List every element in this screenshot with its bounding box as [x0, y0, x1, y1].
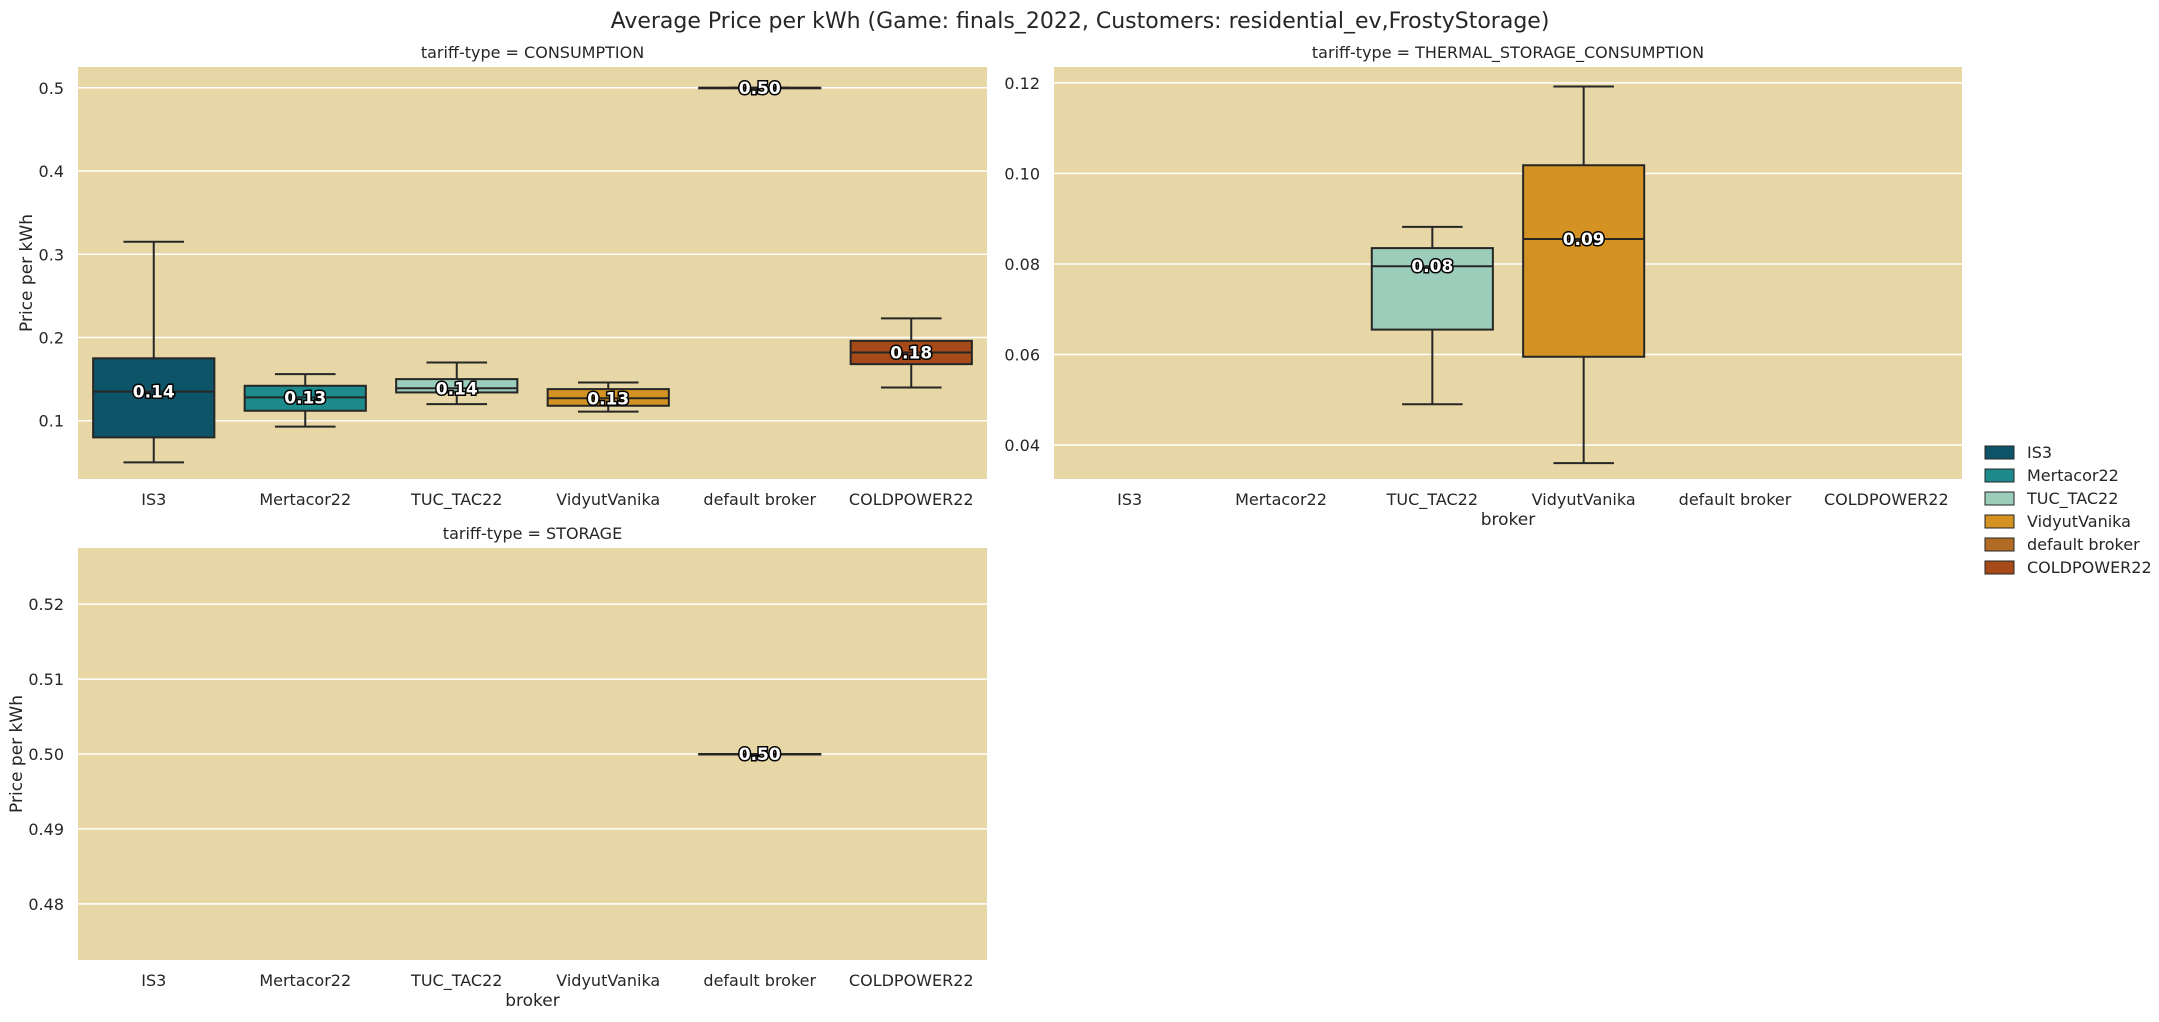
y-tick-label: 0.06 — [1004, 345, 1040, 364]
x-tick-label: default broker — [1679, 490, 1792, 509]
y-axis-label: Price per kWh — [17, 214, 37, 332]
x-tick-label: COLDPOWER22 — [1824, 490, 1949, 509]
legend-label: TUC_TAC22 — [2026, 489, 2118, 509]
median-label: 0.13 — [284, 388, 326, 408]
panel-title: tariff-type = STORAGE — [443, 524, 622, 543]
x-tick-label: Mertacor22 — [1235, 490, 1327, 509]
legend-item-is3: IS3 — [1984, 443, 2052, 462]
x-tick-label: TUC_TAC22 — [1386, 490, 1478, 510]
y-tick-label: 0.3 — [39, 245, 64, 264]
median-label: 0.13 — [587, 389, 629, 409]
legend-label: Mertacor22 — [2027, 466, 2119, 485]
median-label: 0.14 — [436, 379, 478, 399]
box-vidyutvanika: 0.13 — [546, 381, 670, 413]
figure-title: Average Price per kWh (Game: finals_2022… — [611, 9, 1550, 34]
x-tick-label: TUC_TAC22 — [410, 971, 502, 991]
legend-item-vidyutvanika: VidyutVanika — [1984, 512, 2131, 531]
y-tick-label: 0.1 — [39, 412, 64, 431]
x-tick-label: COLDPOWER22 — [849, 971, 974, 990]
panel-storage: 0.48 0.49 0.50 0.51 0.52 IS3 Mertacor22 TUC_TAC… — [7, 524, 987, 1011]
y-tick-label: 0.5 — [39, 79, 64, 98]
y-tick-label: 0.08 — [1004, 255, 1040, 274]
y-axis-label: Price per kWh — [7, 695, 27, 813]
panel-thermal-storage-consumption: 0.04 0.06 0.08 0.10 0.12 IS3 Mertacor22 TUC_TAC… — [1004, 43, 1962, 530]
y-tick-label: 0.51 — [28, 670, 64, 689]
box-is3: 0.14 — [92, 240, 216, 464]
x-tick-label: Mertacor22 — [259, 490, 351, 509]
y-tick-label: 0.04 — [1004, 436, 1040, 455]
box-coldpower22: 0.18 — [849, 317, 973, 389]
panel-consumption: 0.1 0.2 0.3 0.4 0.5 IS3 Mertacor22 TUC_TAC22 Vid… — [17, 43, 987, 510]
x-tick-label: default broker — [703, 490, 816, 509]
x-tick-label: Mertacor22 — [259, 971, 351, 990]
y-tick-label: 0.48 — [28, 895, 64, 914]
plot-area — [1054, 67, 1962, 479]
x-axis-label: broker — [1481, 510, 1536, 530]
x-tick-label: VidyutVanika — [556, 490, 660, 509]
median-label: 0.14 — [133, 383, 175, 403]
box-tuc-tac22: 0.14 — [395, 361, 519, 406]
y-tick-label: 0.10 — [1004, 164, 1040, 183]
legend: IS3 Mertacor22 TUC_TAC22 VidyutVanika defaul… — [1984, 443, 2152, 577]
box-tuc-tac22: 0.08 — [1370, 225, 1494, 406]
median-label: 0.50 — [739, 745, 781, 765]
median-label: 0.08 — [1411, 257, 1453, 277]
x-tick-label: VidyutVanika — [1532, 490, 1636, 509]
iqr-box — [1370, 247, 1494, 331]
iqr-box — [1522, 164, 1646, 358]
legend-item-default-broker: default broker — [1984, 535, 2140, 554]
legend-item-mertacor22: Mertacor22 — [1984, 466, 2119, 485]
legend-label: COLDPOWER22 — [2027, 558, 2152, 577]
x-tick-label: VidyutVanika — [556, 971, 660, 990]
y-tick-label: 0.49 — [28, 820, 64, 839]
legend-swatch — [1984, 514, 2015, 529]
legend-label: IS3 — [2027, 443, 2052, 462]
y-tick-label: 0.52 — [28, 595, 64, 614]
box-default-broker: 0.50 — [698, 744, 822, 767]
x-tick-label: IS3 — [141, 971, 166, 990]
median-label: 0.09 — [1563, 230, 1605, 250]
y-tick-label: 0.4 — [39, 162, 64, 181]
y-tick-label: 0.2 — [39, 329, 64, 348]
median-label: 0.50 — [739, 79, 781, 99]
box-default-broker: 0.50 — [698, 77, 822, 100]
y-tick-label: 0.12 — [1004, 74, 1040, 93]
legend-swatch — [1984, 468, 2015, 483]
x-tick-label: IS3 — [1117, 490, 1142, 509]
legend-swatch — [1984, 445, 2015, 460]
median-label: 0.18 — [890, 343, 932, 363]
iqr-box — [92, 357, 216, 439]
y-tick-label: 0.50 — [28, 745, 64, 764]
legend-swatch — [1984, 491, 2015, 506]
box-mertacor22: 0.13 — [243, 373, 367, 428]
legend-item-tuc-tac22: TUC_TAC22 — [1984, 489, 2118, 509]
legend-swatch — [1984, 537, 2015, 552]
x-tick-label: IS3 — [141, 490, 166, 509]
legend-item-coldpower22: COLDPOWER22 — [1984, 558, 2152, 577]
legend-swatch — [1984, 560, 2015, 575]
box-vidyutvanika: 0.09 — [1522, 85, 1646, 465]
legend-label: VidyutVanika — [2027, 512, 2131, 531]
x-tick-label: COLDPOWER22 — [849, 490, 974, 509]
x-axis-label: broker — [505, 991, 560, 1011]
panel-title: tariff-type = THERMAL_STORAGE_CONSUMPTIO… — [1312, 43, 1704, 63]
panel-title: tariff-type = CONSUMPTION — [421, 43, 644, 62]
legend-label: default broker — [2027, 535, 2140, 554]
x-tick-label: default broker — [703, 971, 816, 990]
plot-area — [78, 67, 987, 479]
x-tick-label: TUC_TAC22 — [410, 490, 502, 510]
